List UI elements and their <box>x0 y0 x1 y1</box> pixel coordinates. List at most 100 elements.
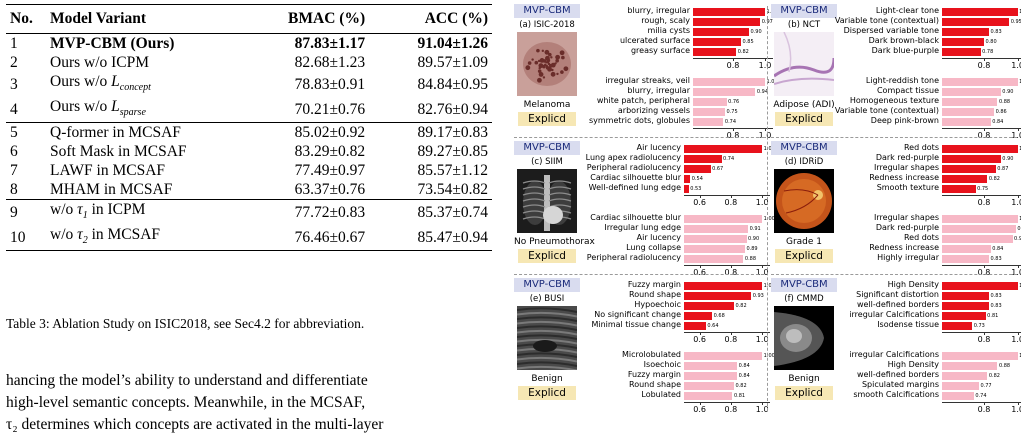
baseline-badge: Explicd <box>775 249 833 263</box>
x-tick-label: 1.0 <box>1011 268 1021 277</box>
concept-bar <box>693 8 765 16</box>
x-tick-label: 0.8 <box>977 335 991 344</box>
concept-bar-row: Minimal tissue change 0.64 <box>591 320 770 331</box>
x-tick-label: 0.6 <box>693 405 706 414</box>
concept-bar-row: Round shape 0.93 <box>629 290 770 301</box>
baseline-badge: Explicd <box>518 249 576 263</box>
concept-label: white patch, peripheral <box>596 96 690 105</box>
concept-value: 0.74 <box>975 393 987 399</box>
concept-label: Dispersed variable tone <box>843 26 939 35</box>
concept-value: 0.64 <box>707 323 719 329</box>
concept-bar-row: Well-defined lung edge 0.53 <box>589 183 770 194</box>
vertical-divider <box>767 6 768 411</box>
concept-label: Peripheral radiolucency <box>586 253 681 262</box>
dataset-name: (e) BUSI <box>529 294 565 304</box>
bmac-value: 77.72±0.83 <box>236 199 370 226</box>
class-label: No Pneumothorax <box>514 237 595 247</box>
concept-bar <box>684 312 713 320</box>
concept-label: Peripheral radiolucency <box>586 163 681 172</box>
concept-value: 0.80 <box>985 39 997 45</box>
concept-value: 0.83 <box>990 303 1002 309</box>
acc-value: 89.27±0.85 <box>417 143 488 161</box>
concept-bar-row: High Density 0.88 <box>888 360 1021 371</box>
dataset-cell-nct: MVP-CBM (b) NCT Adipose (ADI) Explicd Light-… <box>771 4 1021 140</box>
baseline-badge: Explicd <box>775 386 833 400</box>
concept-label: Light-reddish tone <box>865 76 939 85</box>
model-variant: Ours w/o Lsparse <box>50 98 146 119</box>
bmac-value: 85.02±0.92 <box>236 122 370 143</box>
x-tick <box>765 58 766 61</box>
concept-bar <box>693 118 724 126</box>
concept-bar <box>684 175 691 183</box>
concept-bar <box>693 78 765 86</box>
concept-label: Redness increase <box>869 173 939 182</box>
concept-bar <box>942 98 998 106</box>
model-variant: Ours w/o Lconcept <box>50 73 151 94</box>
x-tick <box>762 195 764 198</box>
concept-label: Irregular shapes <box>874 213 939 222</box>
ultrasound-image <box>517 306 577 370</box>
fundus-image <box>774 169 834 233</box>
x-tick <box>730 265 732 268</box>
concept-value: 0.88 <box>744 256 757 262</box>
concept-bar <box>942 255 990 263</box>
concept-value: 0.88 <box>998 99 1011 105</box>
concept-label: Highly irregular <box>877 253 939 262</box>
x-tick <box>984 58 985 61</box>
row-number: 4 <box>10 101 18 119</box>
concept-label: Air lucency <box>636 233 681 242</box>
concept-bar-row: Lung apex radiolucency 0.74 <box>586 153 770 164</box>
concept-label: Hypoechoic <box>634 300 681 309</box>
concept-value: 0.90 <box>1002 156 1014 162</box>
x-tick <box>733 58 734 61</box>
concept-bar <box>684 165 711 173</box>
concept-label: High Density <box>887 360 939 369</box>
x-tick <box>699 402 701 405</box>
table-row: 2 Ours w/o ICPM 82.68±1.23 89.57±1.09 <box>6 53 492 72</box>
concept-bar-row: Fuzzy margin 1.00 <box>628 280 775 291</box>
concept-bar-row: Hypoechoic 0.82 <box>634 300 770 311</box>
dataset-cell-isic: MVP-CBM (a) ISIC-2018 Melanoma Explicd blurr… <box>514 4 778 140</box>
acc-value: 85.47±0.94 <box>369 225 492 252</box>
concept-bar-row: Redness increase 0.84 <box>869 243 1021 254</box>
table-row: 6 Soft Mask in MCSAF 83.29±0.82 89.27±0.85 <box>6 142 492 161</box>
histology-image <box>774 32 834 96</box>
concept-value: 0.82 <box>737 49 749 55</box>
table-caption: Table 3: Ablation Study on ISIC2018, see… <box>6 316 365 331</box>
concept-label: Well-defined lung edge <box>588 183 681 192</box>
concept-bar-panel-cmmd-model: High Density 1.00 Significant distortion 0.… <box>849 280 1021 344</box>
concept-bar <box>684 282 763 290</box>
concept-bar-row: Dark brown-black 0.80 <box>869 36 1021 47</box>
concept-value: 0.67 <box>712 166 724 172</box>
concept-bar-row: Fuzzy margin 0.84 <box>628 370 770 381</box>
x-tick <box>699 332 701 335</box>
concept-bar-row: smooth Calcifications 0.74 <box>853 390 1021 401</box>
row-number: 5 <box>6 122 46 143</box>
concept-bar <box>684 352 763 360</box>
concept-label: arborizing vessels <box>617 106 690 115</box>
body-line: hancing the model’s ability to understan… <box>6 372 368 389</box>
row-number: 10 <box>6 225 46 252</box>
x-axis <box>684 332 770 333</box>
table-header-cell: Model Variant <box>46 4 236 34</box>
concept-bar-row: irregular Calcifications 0.81 <box>849 310 1021 321</box>
concept-bar <box>942 175 988 183</box>
concept-value: 0.68 <box>713 313 725 319</box>
bmac-value: 77.49±0.97 <box>294 162 366 180</box>
baseline-badge: Explicd <box>518 112 576 126</box>
concept-bar-row: Significant distortion 0.83 <box>856 290 1021 301</box>
concept-value: 1.00 <box>763 216 775 222</box>
concept-bar-panel-busi-baseline: Microlobulated 1.00 Isoechoic 0.84 Fuzzy mar… <box>622 350 775 414</box>
concept-label: Red dots <box>903 233 939 242</box>
concept-value: 0.93 <box>752 293 764 299</box>
left-column: No. Model Variant BMAC (%) ACC (%) 1 MVP-CBM … <box>0 0 505 433</box>
x-tick-label: 0.8 <box>726 131 740 140</box>
x-axis <box>942 128 1021 129</box>
concept-label: greasy surface <box>630 46 690 55</box>
concept-bar <box>684 215 763 223</box>
concept-label: Isoechoic <box>643 360 681 369</box>
concept-bar-row: Dark red-purple 0.90 <box>876 153 1021 164</box>
model-badge: MVP-CBM <box>771 141 837 155</box>
x-tick <box>1017 195 1019 198</box>
concept-value: 1.00 <box>1019 145 1021 153</box>
